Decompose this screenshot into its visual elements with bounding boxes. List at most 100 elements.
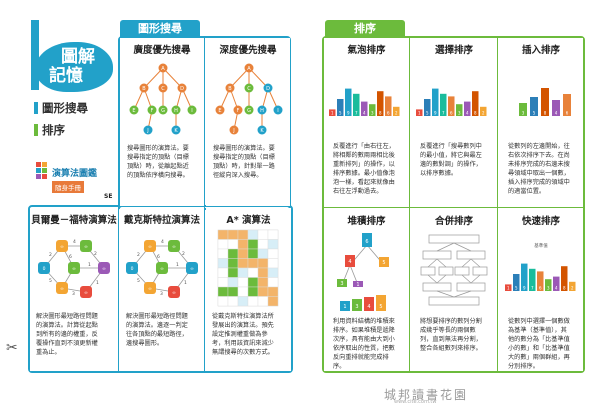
panel-title: 廣度優先搜尋 [133, 45, 191, 56]
bar [337, 99, 344, 116]
bar-label: 1 [418, 111, 421, 116]
panel-title: 堆積排序 [347, 216, 386, 227]
node-label: C [247, 86, 251, 92]
grid-cell [247, 248, 259, 259]
node-label: H [260, 108, 264, 114]
svg-text:0: 0 [131, 266, 134, 272]
grid-cell [237, 286, 249, 297]
panel-bfs[interactable]: 廣度優先搜尋 A B C D E F G H I J K 搜尋圖形的演算法。要搜… [120, 38, 204, 206]
svg-text:2: 2 [182, 251, 185, 257]
panel-merge-sort[interactable]: 合併排序 將想要排序的數列分割 成幾乎等長的兩個數 列，直到無法再分割， 整合各組數列… [411, 209, 497, 371]
panel-description: 從戴克斯特拉演算法所 發展出的演算法。預先 設定推測權重做為參 考，利用該資訊來減少無… [212, 313, 274, 356]
grid-cell [227, 267, 239, 278]
bar-label: 1 [331, 111, 334, 116]
grid-cell [237, 296, 249, 307]
svg-text:3: 3 [340, 281, 343, 287]
node-label: I [277, 108, 278, 114]
svg-text:6: 6 [69, 254, 72, 260]
bar [472, 91, 479, 116]
svg-text:4: 4 [367, 304, 370, 310]
node-label: J [232, 128, 234, 134]
bar [377, 91, 384, 116]
svg-text:1: 1 [88, 262, 91, 268]
grid-cell [237, 239, 249, 250]
tab-graph-search[interactable]: 圖形搜尋 [120, 20, 200, 37]
svg-text:1: 1 [96, 280, 99, 286]
grid-cell [257, 258, 269, 269]
panel-description: 利用資料結構的堆積來 排序。如果堆積是遞降 次序，具有能由大到小 依序取出的性質，把數… [333, 318, 395, 370]
heap-sort-diagram: 6 4 5 3 1 1 3 4 5 [337, 233, 389, 311]
svg-text:∞: ∞ [160, 267, 164, 272]
grid-cell [257, 286, 269, 297]
bar [505, 284, 512, 291]
grid-cell [257, 267, 269, 278]
tab-sorting[interactable]: 排序 [325, 20, 405, 37]
divider [204, 37, 205, 207]
bar-label: 9 [434, 111, 437, 116]
grid-cell [217, 267, 229, 278]
node-label: E [132, 108, 135, 114]
grid-cell [237, 229, 249, 240]
node-label: D [266, 86, 270, 92]
grid-cell [257, 296, 269, 307]
grid-cell [217, 229, 229, 240]
bar [529, 268, 536, 291]
svg-text:4: 4 [73, 239, 76, 245]
svg-text:5: 5 [382, 260, 385, 266]
panel-title: 貝爾曼－福特演算法 [31, 215, 117, 226]
node-label: K [174, 128, 178, 134]
insertion-sort-diagram: 3 5 8 4 6 [519, 88, 571, 116]
watermark: 城邦讀書花園 [384, 388, 469, 402]
svg-text:1: 1 [356, 282, 359, 288]
dfs-tree-diagram: A B C D E F G H I J K [215, 63, 283, 135]
bar-label: 9 [523, 286, 526, 291]
bar-label: 8 [544, 111, 547, 116]
bar [480, 106, 487, 116]
bar [448, 96, 455, 116]
panel-insertion-sort[interactable]: 插入排序 3 5 8 4 6 從數列的左邊開始，往 右依次排序下去。在尚 未排序完成的右邊未… [499, 38, 583, 206]
panel-heap-sort[interactable]: 堆積排序 6 4 5 3 1 1 3 4 5 利用資料結構的堆積來 排序。如果堆積… [324, 209, 409, 371]
bar [553, 276, 560, 291]
bar [513, 274, 520, 291]
panel-title: A* 演算法 [226, 215, 271, 226]
panel-description: 解決圖形最短路徑問題 的演算法。計算從起點 到所有的邊的權重，反 覆操作直到不須更新權… [36, 313, 98, 356]
grid-cell [257, 239, 269, 250]
badge-line1: 圖解 [61, 47, 95, 67]
bar [456, 104, 463, 116]
divider [497, 38, 498, 371]
divider [409, 38, 410, 371]
bar-label: 5 [515, 286, 518, 291]
panel-astar[interactable]: A* 演算法 從戴克斯特拉演算法所 發展出的演算法。預先 設定推測權重做為參 考，利用… [206, 208, 291, 371]
grid-cell [217, 239, 229, 250]
svg-text:∞: ∞ [172, 245, 176, 250]
bar [530, 97, 538, 116]
bar [361, 101, 368, 116]
bar [440, 93, 447, 116]
svg-text:3: 3 [355, 304, 358, 310]
bar-label: 4 [363, 111, 366, 116]
grid-cell [247, 239, 259, 250]
bar [519, 103, 527, 116]
node-label: F [237, 108, 240, 114]
bar-label: 3 [547, 286, 550, 291]
panel-dfs[interactable]: 深度優先搜尋 A B C D E F G H I J K 搜尋圖形的演算法。要搜… [206, 38, 290, 206]
grid-cell [267, 277, 279, 288]
grid-cell [247, 286, 259, 297]
bar [569, 281, 576, 291]
grid-cell [247, 277, 259, 288]
graph-search-frame-bottom [28, 205, 293, 373]
bar-label: 7 [355, 111, 358, 116]
bar [541, 88, 549, 116]
node-label: E [218, 108, 221, 114]
divider [118, 207, 119, 371]
cover-strip: 圖解 記憶 圖形搜尋 排序 演算法圖鑑 隨身手冊 SE [0, 0, 118, 208]
badge-line2: 記憶 [49, 66, 83, 86]
svg-text:4: 4 [161, 239, 164, 245]
